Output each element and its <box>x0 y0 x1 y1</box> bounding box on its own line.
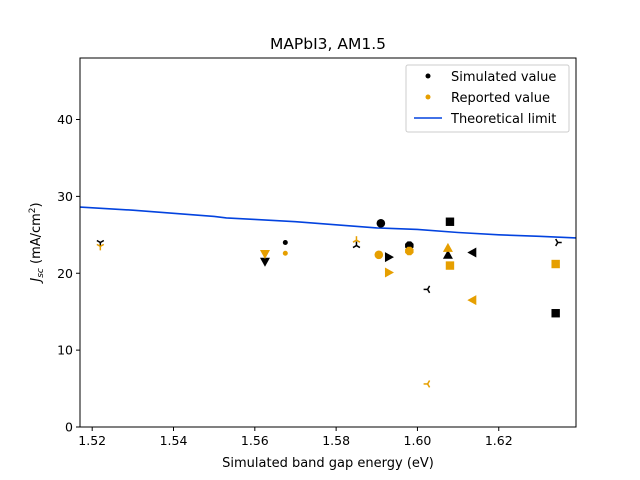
legend-label-theoretical: Theoretical limit <box>450 112 556 127</box>
series-reported-value <box>96 236 560 388</box>
data-point <box>551 259 560 269</box>
x-tick-label: 1.52 <box>78 433 106 448</box>
data-point <box>384 252 394 263</box>
data-point <box>442 242 453 252</box>
data-point <box>282 250 288 256</box>
x-tick-label: 1.58 <box>322 433 350 448</box>
data-point <box>376 218 386 228</box>
legend-frame <box>405 64 570 133</box>
x-tick-label: 1.54 <box>160 433 188 448</box>
theoretical-limit-line <box>79 206 577 239</box>
y-tick-label: 20 <box>57 266 73 281</box>
plot-frame <box>79 57 577 428</box>
data-point <box>423 285 431 294</box>
y-axis-title-main: J <box>29 278 44 285</box>
y-axis-title-unit: (mA/cm <box>29 213 44 268</box>
data-point <box>259 257 270 267</box>
data-point <box>445 261 455 270</box>
data-point <box>467 247 477 258</box>
data-point <box>467 295 477 306</box>
data-point <box>442 249 453 259</box>
x-axis-title: Simulated band gap energy (eV) <box>222 456 434 471</box>
x-axis: 1.52 1.54 1.56 1.58 1.60 1.62 <box>78 427 513 448</box>
legend-marker-reported <box>425 94 431 100</box>
x-tick-label: 1.60 <box>404 433 432 448</box>
y-axis: 0 10 20 30 40 <box>57 112 80 435</box>
y-tick-label: 30 <box>57 189 73 204</box>
data-point <box>352 236 361 243</box>
y-axis-title-close: ) <box>29 202 44 207</box>
y-axis-title-sub: sc <box>36 268 46 278</box>
legend-label-simulated: Simulated value <box>451 70 556 85</box>
x-tick-label: 1.56 <box>241 433 269 448</box>
y-tick-label: 10 <box>57 343 73 358</box>
y-axis-title-sup: 2 <box>28 207 38 213</box>
series-simulated-value <box>96 217 562 318</box>
data-point <box>445 217 455 226</box>
y-axis-title: Jsc (mA/cm2) <box>28 202 46 284</box>
data-point <box>384 267 394 278</box>
y-tick-label: 40 <box>57 112 73 127</box>
y-tick-label: 0 <box>65 420 73 435</box>
data-point <box>555 238 562 247</box>
data-point <box>423 380 431 388</box>
data-point <box>96 243 105 251</box>
x-tick-label: 1.62 <box>485 433 513 448</box>
data-point <box>282 240 288 245</box>
legend: Simulated value Reported value Theoretic… <box>405 64 570 133</box>
data-point <box>374 250 384 260</box>
data-point <box>352 241 361 249</box>
data-point <box>259 250 270 260</box>
chart-title: MAPbI3, AM1.5 <box>270 35 386 53</box>
legend-marker-simulated <box>425 73 431 79</box>
data-point <box>405 246 414 256</box>
data-point <box>551 309 560 318</box>
plot-area <box>79 206 577 388</box>
legend-label-reported: Reported value <box>451 91 550 106</box>
